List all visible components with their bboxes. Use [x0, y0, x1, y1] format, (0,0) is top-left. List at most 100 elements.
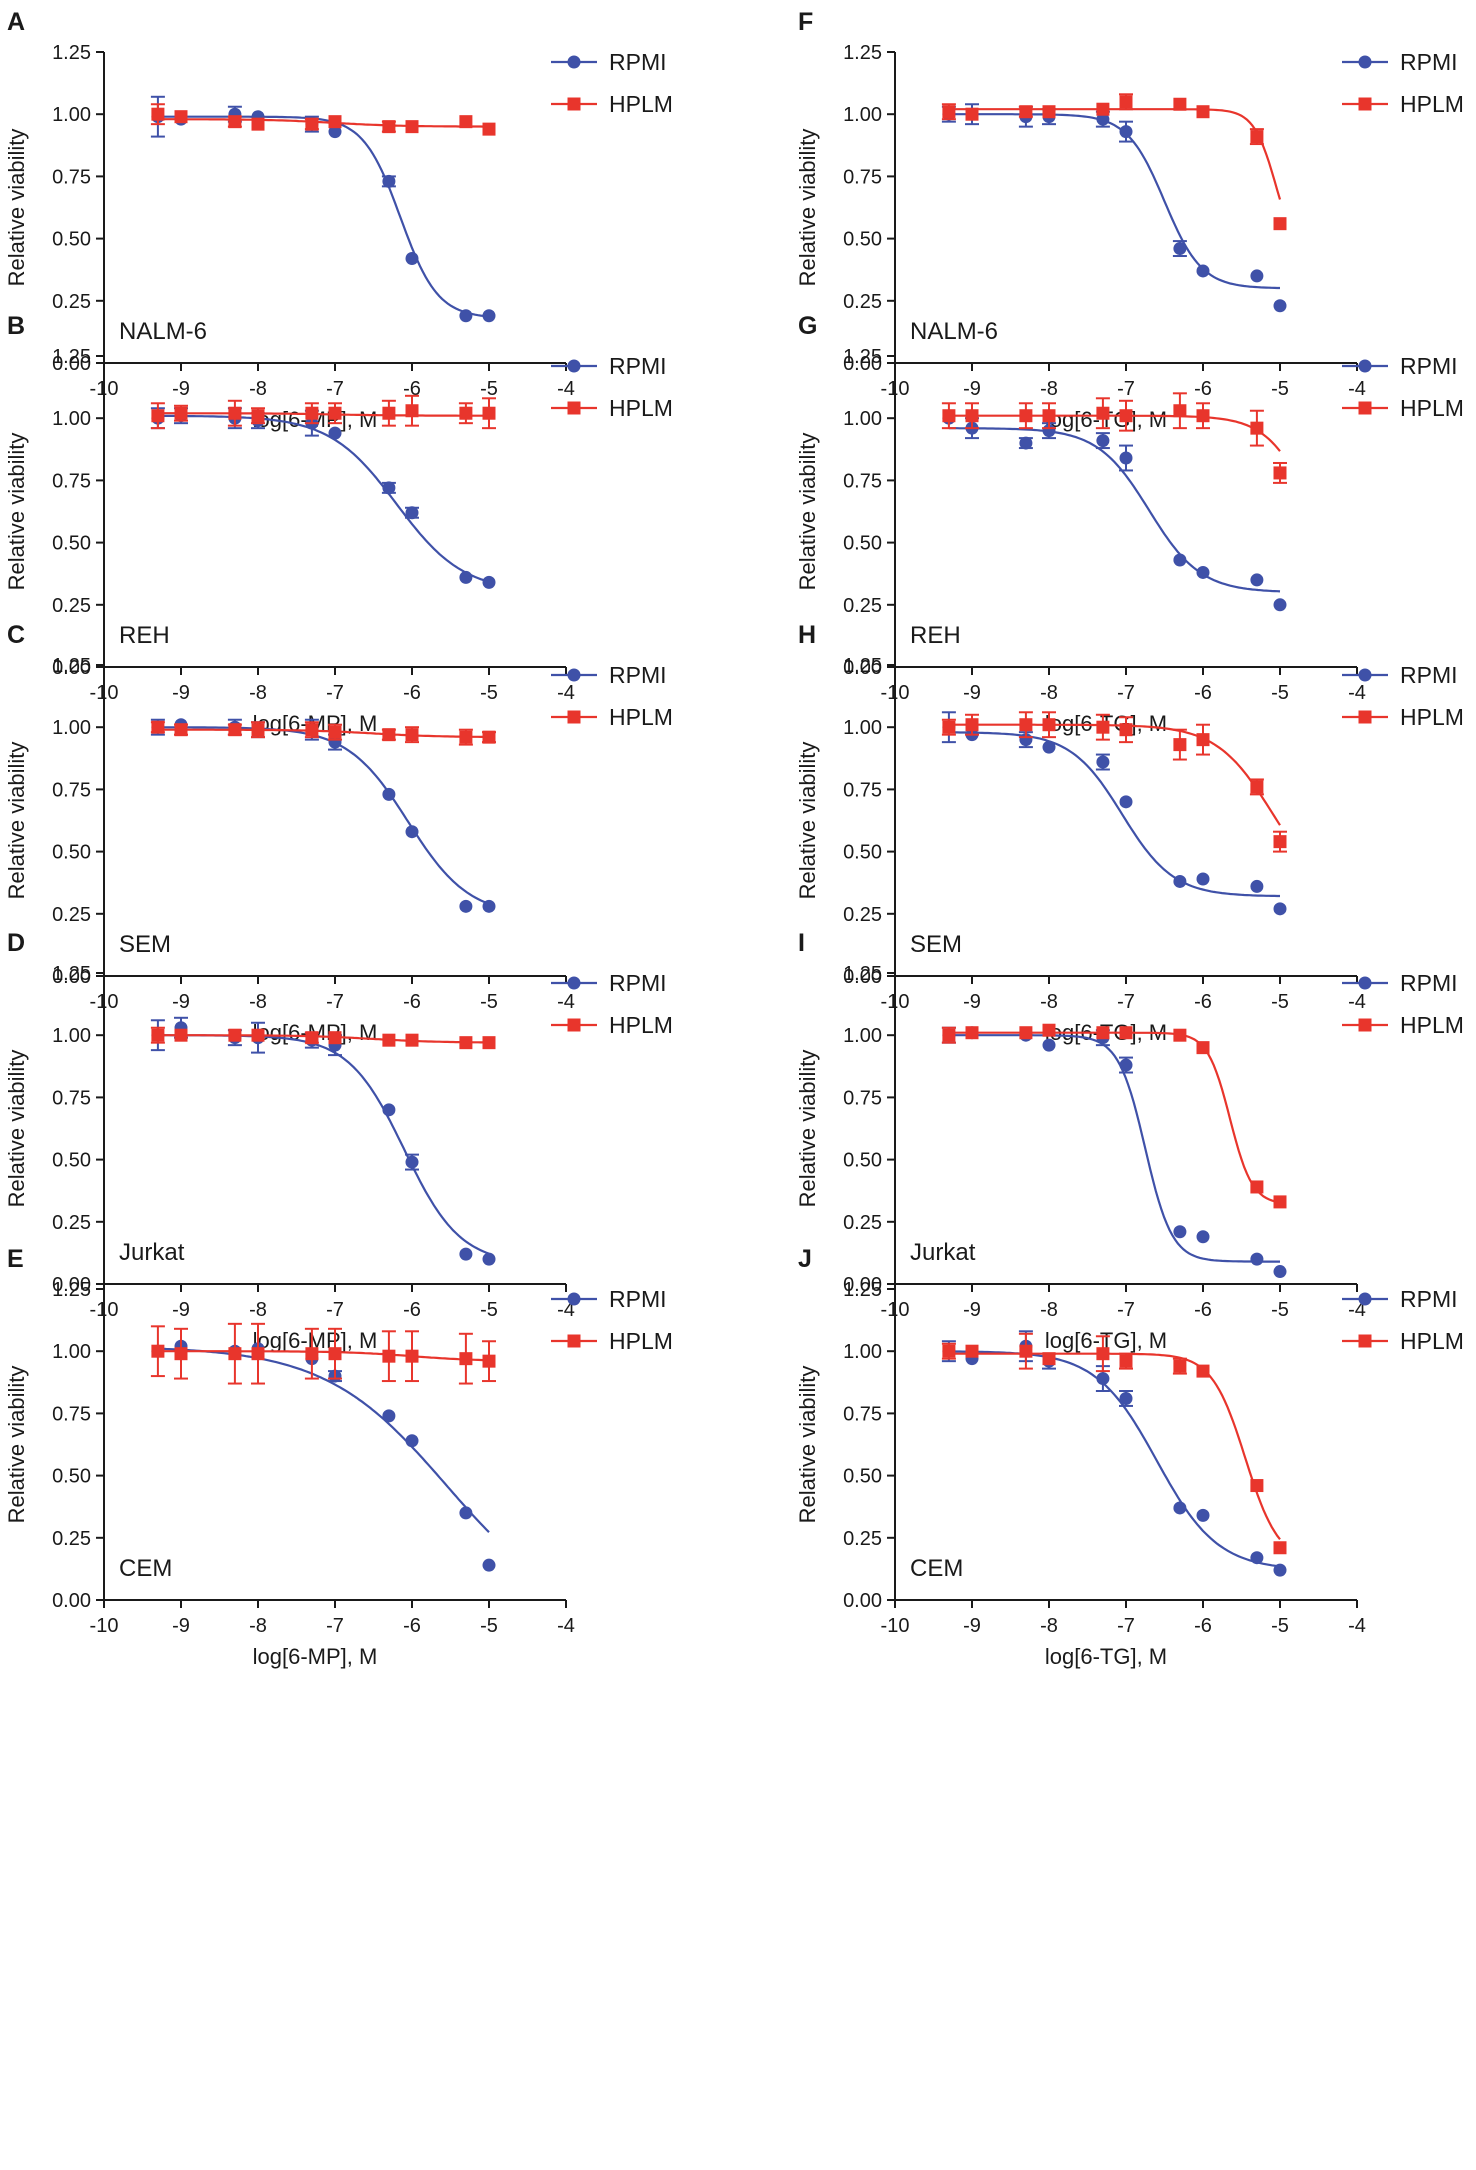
- x-tick-label: -8: [249, 1299, 267, 1321]
- data-point: [1173, 1359, 1187, 1373]
- x-axis-title: log[6-TG], M: [1045, 1644, 1167, 1669]
- data-point: [1273, 299, 1287, 313]
- data-point: [1250, 421, 1264, 435]
- fit-curve: [157, 728, 489, 738]
- data-point: [174, 723, 188, 737]
- data-point: [1019, 1344, 1033, 1358]
- data-point: [1273, 466, 1287, 480]
- legend-label: RPMI: [1400, 353, 1458, 379]
- x-tick-label: -7: [326, 682, 344, 704]
- data-point: [482, 575, 496, 589]
- x-tick-label: -9: [963, 991, 981, 1013]
- cell-line-label: SEM: [910, 931, 962, 958]
- series-rpmi: RPMI: [150, 49, 667, 323]
- data-point: [1196, 1041, 1210, 1055]
- y-tick-label: 1.25: [843, 655, 882, 677]
- x-tick-label: -4: [1348, 991, 1366, 1013]
- data-point: [965, 107, 979, 121]
- data-point: [1173, 1028, 1187, 1042]
- y-tick-label: 0.25: [843, 291, 882, 313]
- y-tick-label: 1.00: [52, 104, 91, 126]
- y-tick-label: 0.25: [52, 595, 91, 617]
- legend-marker: [567, 1018, 581, 1032]
- y-tick-label: 1.25: [52, 1279, 91, 1301]
- data-point: [1196, 264, 1210, 278]
- y-tick-label: 1.25: [843, 42, 882, 64]
- y-tick-label: 1.00: [52, 408, 91, 430]
- fit-curve: [948, 1031, 1281, 1204]
- y-tick-label: 0.75: [843, 1403, 882, 1425]
- data-point: [1250, 1180, 1264, 1194]
- fit-curve: [948, 1034, 1280, 1263]
- x-tick-label: -6: [403, 991, 421, 1013]
- data-point: [1042, 1038, 1056, 1052]
- data-point: [1273, 902, 1287, 916]
- y-tick-label: 1.00: [52, 717, 91, 739]
- cell-line-label: Jurkat: [910, 1239, 976, 1266]
- y-tick-label: 0.75: [843, 779, 882, 801]
- x-tick-label: -4: [557, 1299, 575, 1321]
- y-tick-label: 0.00: [52, 1590, 91, 1612]
- data-point: [1042, 1352, 1056, 1366]
- data-point: [1250, 879, 1264, 893]
- data-point: [942, 1028, 956, 1042]
- data-point: [1196, 1364, 1210, 1378]
- data-point: [1119, 1026, 1133, 1040]
- cell-line-label: NALM-6: [119, 318, 207, 345]
- panel-letter: G: [798, 312, 817, 340]
- y-tick-label: 0.00: [52, 353, 91, 375]
- data-point: [382, 1103, 396, 1117]
- cell-line-label: SEM: [119, 931, 171, 958]
- data-point: [942, 409, 956, 423]
- data-point: [459, 1506, 473, 1520]
- y-tick-label: 0.50: [843, 533, 882, 555]
- data-point: [482, 1252, 496, 1266]
- data-point: [459, 406, 473, 420]
- legend-marker: [1358, 401, 1372, 415]
- x-tick-label: -7: [326, 378, 344, 400]
- legend-marker: [1358, 1334, 1372, 1348]
- legend-label: RPMI: [609, 49, 667, 75]
- panel-i: I0.000.250.500.751.001.25-10 -9 -8 -7 -6 -5 -4…: [795, 929, 1464, 1353]
- data-point: [328, 125, 342, 139]
- x-tick-label: -7: [326, 1299, 344, 1321]
- data-point: [1173, 553, 1187, 567]
- y-tick-label: 0.00: [843, 1590, 882, 1612]
- data-point: [1019, 105, 1033, 119]
- data-point: [382, 120, 396, 134]
- legend-marker: [567, 401, 581, 415]
- y-tick-label: 1.25: [52, 963, 91, 985]
- data-point: [1096, 112, 1110, 126]
- legend-label: HPLM: [609, 1328, 673, 1354]
- data-point: [1096, 102, 1110, 116]
- data-point: [151, 107, 165, 121]
- y-tick-label: 1.00: [52, 1341, 91, 1363]
- legend-label: RPMI: [609, 662, 667, 688]
- data-point: [1173, 1501, 1187, 1515]
- cell-line-label: REH: [910, 622, 961, 649]
- y-axis-title: Relative viability: [4, 129, 29, 287]
- y-tick-label: 1.00: [843, 408, 882, 430]
- data-point: [1119, 1391, 1133, 1405]
- x-tick-label: -6: [403, 1299, 421, 1321]
- y-tick-label: 0.25: [843, 1528, 882, 1550]
- data-point: [1196, 565, 1210, 579]
- data-point: [965, 1344, 979, 1358]
- panel-letter: J: [798, 1245, 812, 1273]
- fit-curve: [948, 427, 1281, 593]
- x-tick-label: -10: [90, 1615, 119, 1637]
- cell-line-label: CEM: [119, 1555, 172, 1582]
- legend-label: HPLM: [1400, 1012, 1464, 1038]
- y-tick-label: 0.75: [843, 166, 882, 188]
- data-point: [942, 720, 956, 734]
- y-tick-label: 0.50: [843, 1150, 882, 1172]
- x-tick-label: -4: [1348, 1299, 1366, 1321]
- x-tick-label: -6: [403, 1615, 421, 1637]
- x-tick-label: -8: [249, 378, 267, 400]
- y-tick-label: 0.00: [52, 966, 91, 988]
- data-point: [382, 728, 396, 742]
- data-point: [328, 1347, 342, 1361]
- data-point: [1042, 409, 1056, 423]
- legend-marker: [567, 359, 581, 373]
